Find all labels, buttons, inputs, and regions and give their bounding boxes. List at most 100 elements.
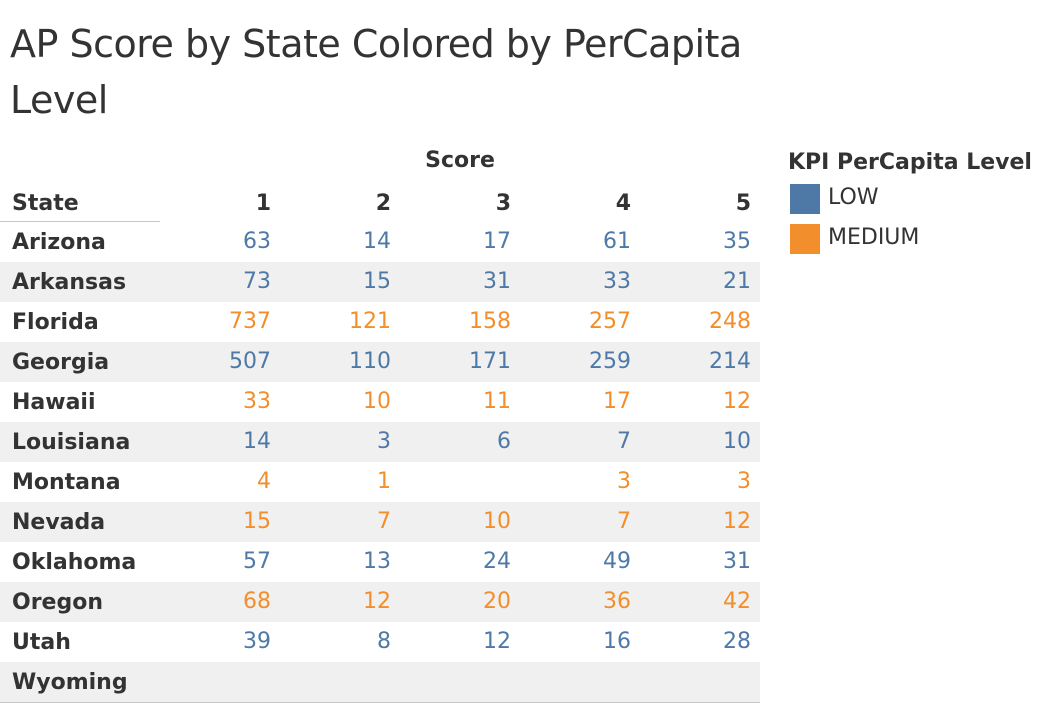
legend-label: MEDIUM (828, 225, 920, 250)
score-5-cell: 12 (723, 509, 751, 534)
score-3-cell: 20 (483, 589, 511, 614)
score-3-cell: 31 (483, 269, 511, 294)
score-5-cell: 248 (709, 309, 751, 334)
score-4-cell: 16 (603, 629, 631, 654)
score-column-header-2: 2 (375, 191, 391, 216)
score-4-cell: 36 (603, 589, 631, 614)
score-1-cell: 14 (243, 429, 271, 454)
score-2-cell: 121 (349, 309, 391, 334)
table-row: Utah 39 8 12 16 28 (0, 622, 760, 662)
score-3-cell: 10 (483, 509, 511, 534)
score-3-cell: 12 (483, 629, 511, 654)
score-5-cell: 10 (723, 429, 751, 454)
score-column-header-5: 5 (735, 191, 751, 216)
table-row: Montana 4 1 3 3 (0, 462, 760, 502)
score-4-cell: 17 (603, 389, 631, 414)
score-5-cell: 21 (723, 269, 751, 294)
score-4-cell: 257 (589, 309, 631, 334)
state-label: Arizona (12, 230, 106, 255)
score-2-cell: 1 (377, 469, 391, 494)
state-label: Montana (12, 470, 121, 495)
score-1-cell: 39 (243, 629, 271, 654)
state-column-header: State (12, 191, 79, 216)
score-5-cell: 31 (723, 549, 751, 574)
score-3-cell: 6 (497, 429, 511, 454)
score-3-cell: 171 (469, 349, 511, 374)
score-3-cell: 11 (483, 389, 511, 414)
score-3-cell (401, 662, 511, 702)
score-2-cell: 13 (363, 549, 391, 574)
score-5-cell: 35 (723, 229, 751, 254)
score-3-cell: 158 (469, 309, 511, 334)
table-row: Louisiana 14 3 6 7 10 (0, 422, 760, 462)
score-2-cell: 12 (363, 589, 391, 614)
state-label: Nevada (12, 510, 106, 535)
score-1-cell: 507 (229, 349, 271, 374)
score-1-cell: 737 (229, 309, 271, 334)
score-1-cell: 57 (243, 549, 271, 574)
table-header-row: State 1 2 3 4 5 (0, 184, 760, 222)
state-label: Arkansas (12, 270, 127, 295)
score-column-header-1: 1 (255, 191, 271, 216)
score-5-cell: 214 (709, 349, 751, 374)
state-label: Oregon (12, 590, 103, 615)
table-row: Oklahoma 57 13 24 49 31 (0, 542, 760, 582)
table-body: Arizona 63 14 17 61 35 Arkansas 73 15 31 33 21 Flori… (0, 222, 760, 702)
legend-item[interactable]: MEDIUM (788, 220, 1058, 260)
score-column-header-4: 4 (615, 191, 631, 216)
table-row: Arkansas 73 15 31 33 21 (0, 262, 760, 302)
score-2-cell: 10 (363, 389, 391, 414)
score-2-cell (281, 662, 391, 702)
chart-title: AP Score by State Colored by PerCapita L… (10, 22, 742, 122)
score-2-cell: 8 (377, 629, 391, 654)
score-4-cell: 61 (603, 229, 631, 254)
score-2-cell: 15 (363, 269, 391, 294)
legend-item[interactable]: LOW (788, 180, 1058, 220)
score-4-cell: 7 (617, 509, 631, 534)
score-4-cell: 49 (603, 549, 631, 574)
state-header-divider (0, 221, 160, 222)
score-5-cell: 28 (723, 629, 751, 654)
score-5-cell (641, 662, 751, 702)
score-3-cell (401, 462, 511, 502)
state-label: Georgia (12, 350, 110, 375)
score-4-cell: 33 (603, 269, 631, 294)
legend-swatch (790, 224, 820, 254)
table-row: Hawaii 33 10 11 17 12 (0, 382, 760, 422)
score-5-cell: 12 (723, 389, 751, 414)
state-label: Utah (12, 630, 71, 655)
table-row: Georgia 507 110 171 259 214 (0, 342, 760, 382)
legend-swatch (790, 184, 820, 214)
score-1-cell (161, 662, 271, 702)
score-2-cell: 3 (377, 429, 391, 454)
score-1-cell: 63 (243, 229, 271, 254)
score-5-cell: 3 (737, 469, 751, 494)
legend-label: LOW (828, 185, 879, 210)
table-row: Arizona 63 14 17 61 35 (0, 222, 760, 262)
table-row: Wyoming (0, 662, 760, 702)
state-label: Oklahoma (12, 550, 137, 575)
score-3-cell: 24 (483, 549, 511, 574)
table-row: Florida 737 121 158 257 248 (0, 302, 760, 342)
score-2-cell: 110 (349, 349, 391, 374)
legend-title: KPI PerCapita Level (788, 150, 1032, 175)
state-label: Hawaii (12, 390, 96, 415)
score-4-cell (521, 662, 631, 702)
state-label: Florida (12, 310, 99, 335)
score-4-cell: 3 (617, 469, 631, 494)
table-row: Oregon 68 12 20 36 42 (0, 582, 760, 622)
table-bottom-divider (0, 702, 760, 703)
score-2-cell: 14 (363, 229, 391, 254)
score-column-header-3: 3 (495, 191, 511, 216)
score-3-cell: 17 (483, 229, 511, 254)
score-2-cell: 7 (377, 509, 391, 534)
score-4-cell: 259 (589, 349, 631, 374)
table-row: Nevada 15 7 10 7 12 (0, 502, 760, 542)
score-5-cell: 42 (723, 589, 751, 614)
score-1-cell: 4 (257, 469, 271, 494)
score-1-cell: 68 (243, 589, 271, 614)
legend: KPI PerCapita Level LOW MEDIUM (788, 146, 1058, 260)
state-label: Wyoming (12, 670, 128, 695)
state-label: Louisiana (12, 430, 131, 455)
score-1-cell: 73 (243, 269, 271, 294)
